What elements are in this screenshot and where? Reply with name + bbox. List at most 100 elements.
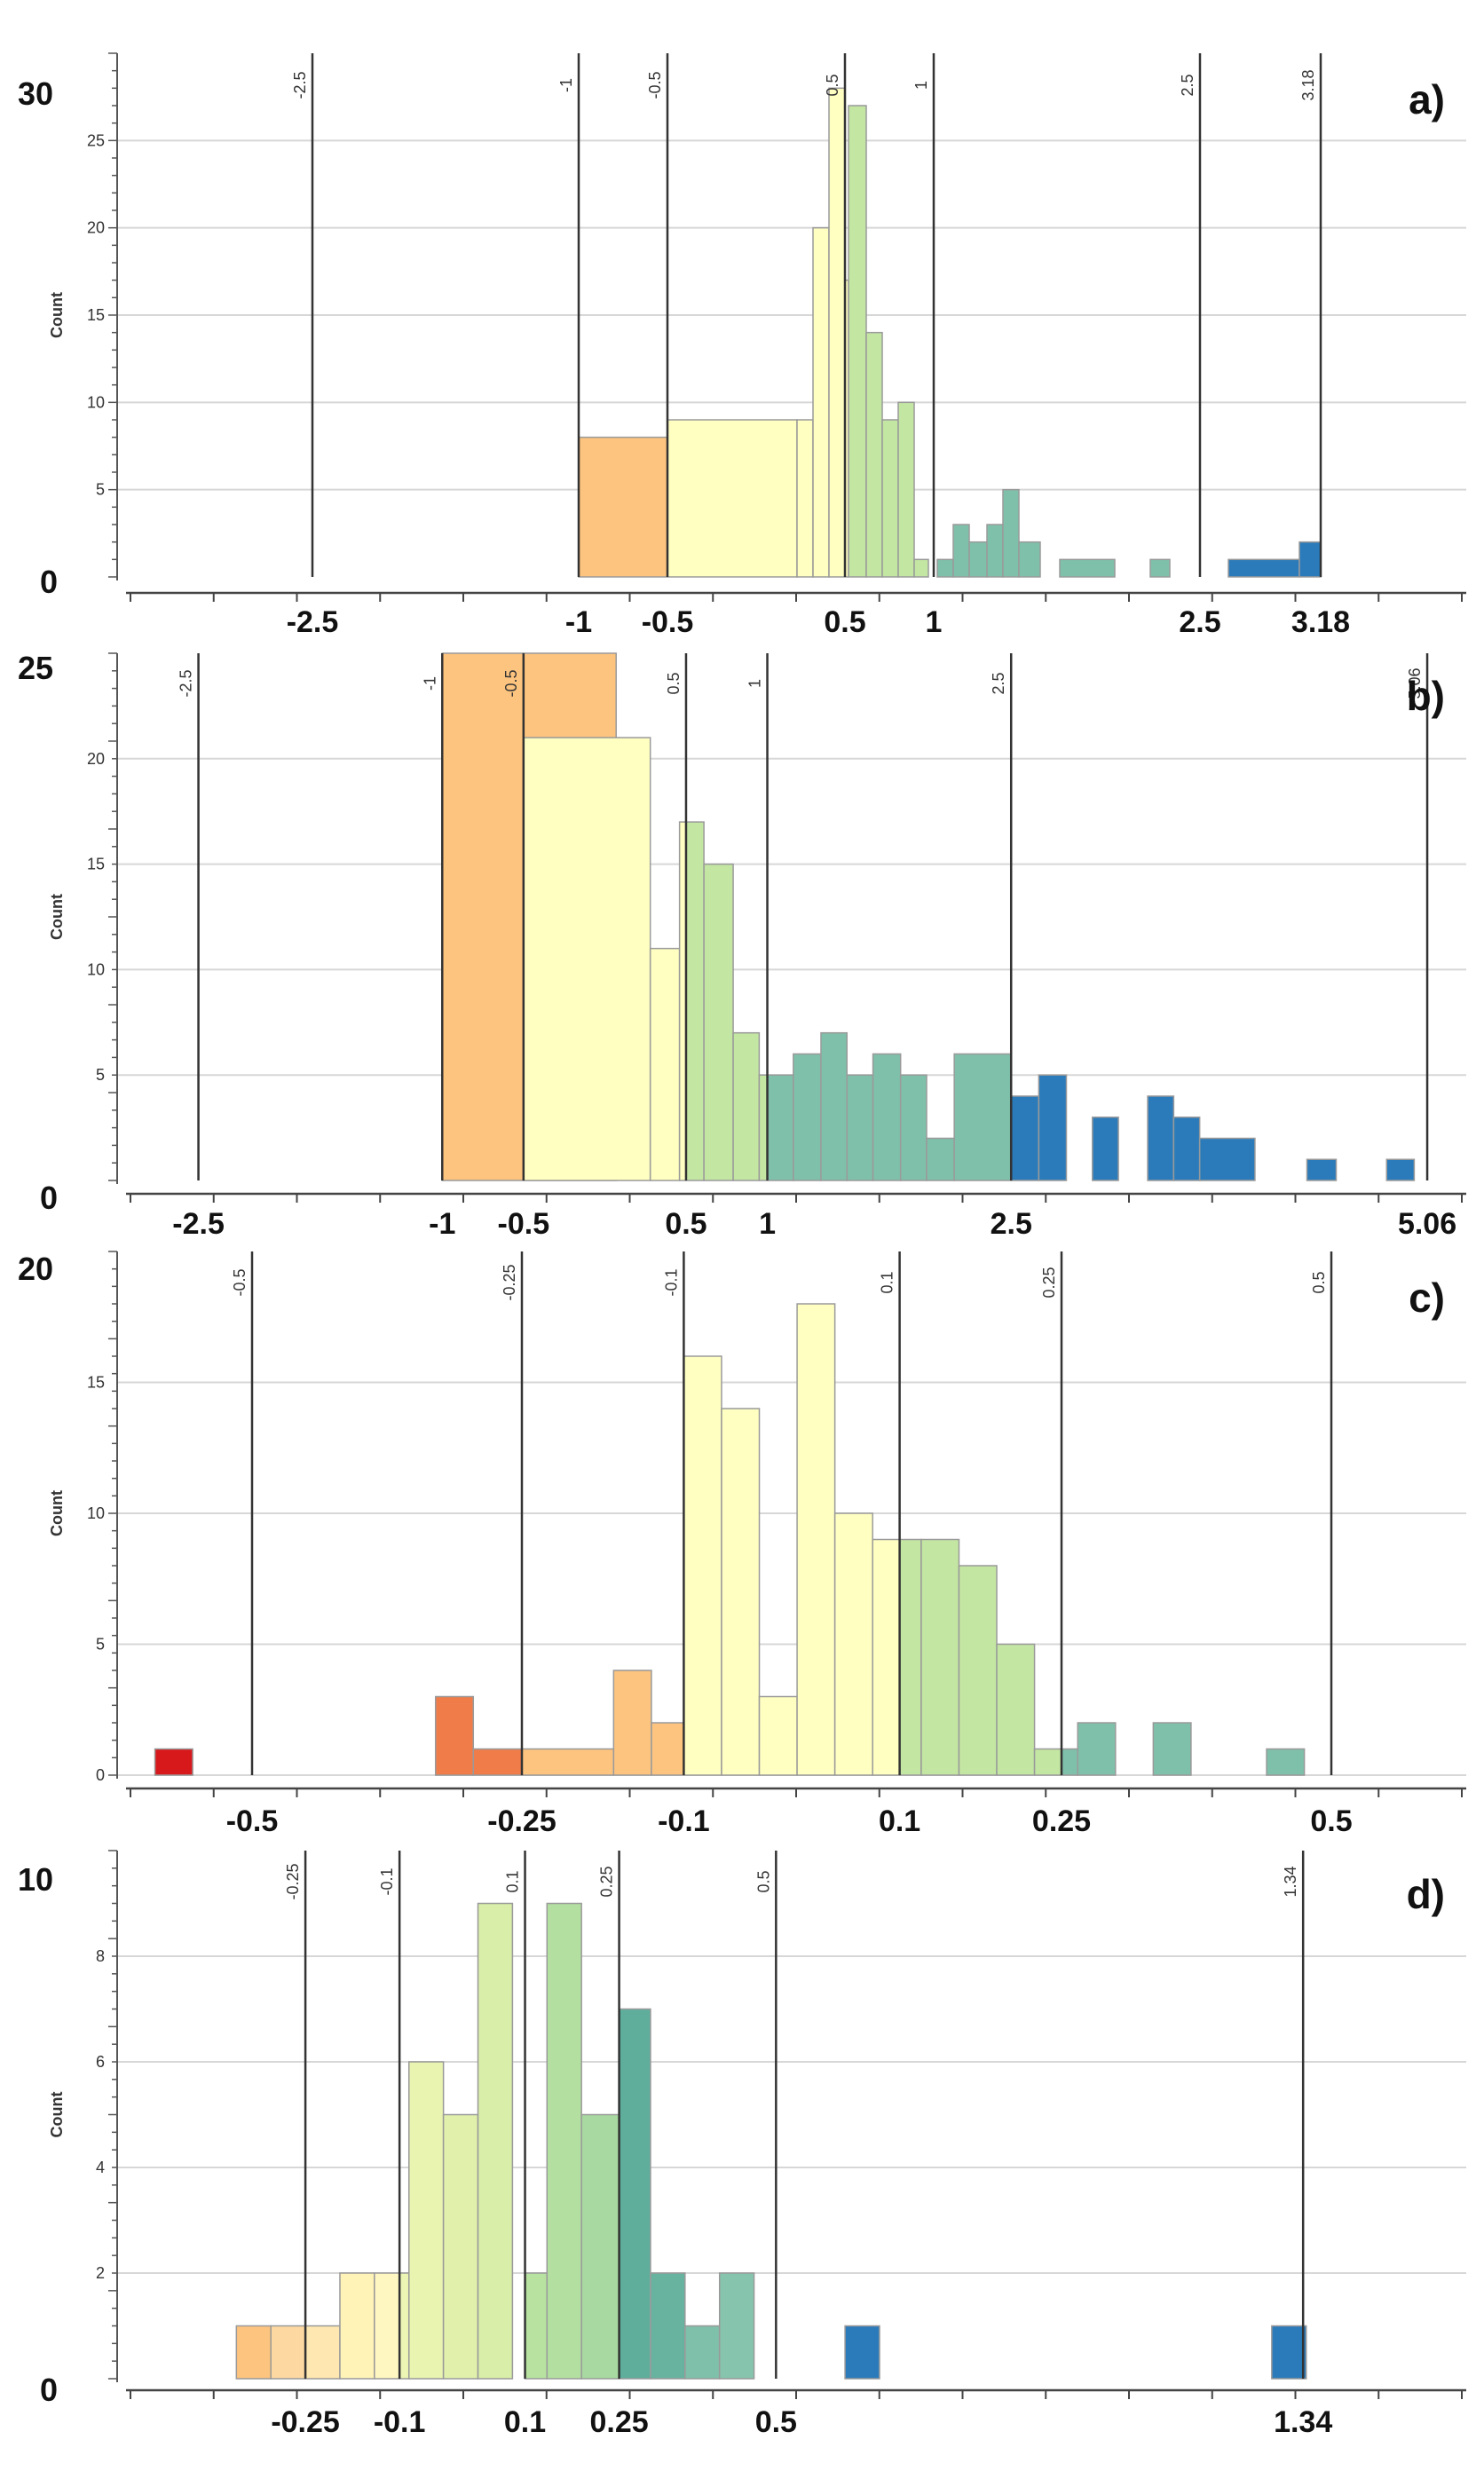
histogram-bar	[958, 1565, 998, 1776]
histogram-bar	[718, 2272, 755, 2380]
class-break-label: 2.5	[1179, 74, 1196, 96]
class-break-label: -2.5	[291, 71, 309, 99]
histogram-bar	[1227, 558, 1300, 578]
histogram-bar	[844, 2325, 880, 2380]
x-tick-label: 5.06	[1398, 1207, 1456, 1241]
histogram-bar	[1385, 1158, 1416, 1181]
histogram-bar	[936, 558, 954, 578]
histogram-bar	[154, 1748, 193, 1776]
histogram-bar	[913, 558, 929, 578]
x-tick-label: 1	[759, 1207, 776, 1241]
histogram-bar	[1002, 488, 1020, 578]
histogram-bar	[684, 2325, 721, 2380]
class-break-label: -0.1	[378, 1867, 396, 1895]
histogram-bar	[898, 1538, 922, 1776]
class-break-label: -0.5	[231, 1268, 249, 1296]
histogram-panel-b: 5 10 15 20 Count 25 0 -2.5 -1 -0.5 0.5 1 2.5 5.06 -2.5…	[18, 650, 1466, 1241]
y-axis-title: Count	[48, 1490, 66, 1536]
histogram-bar	[1092, 1116, 1119, 1181]
histogram-bar	[1298, 541, 1322, 578]
histogram-bar	[953, 1053, 1012, 1181]
histogram-bar	[235, 2325, 272, 2380]
histogram-bar	[441, 652, 525, 1181]
histogram-bar	[1038, 1074, 1068, 1181]
class-break-label: 0.5	[754, 1870, 772, 1892]
x-tick-label: -1	[565, 605, 592, 639]
histogram-bar	[848, 105, 867, 578]
histogram-bar	[812, 226, 830, 578]
x-tick-label: -0.5	[642, 605, 694, 639]
y-axis-title: Count	[48, 2092, 66, 2138]
class-break-label: 2.5	[990, 672, 1007, 694]
class-break-label: -1	[557, 78, 575, 92]
histogram-bar	[477, 1902, 514, 2380]
histogram-bar	[650, 2272, 686, 2380]
class-break-label: 0.5	[824, 74, 841, 96]
x-tick-label: -2.5	[172, 1207, 225, 1241]
histogram-bar	[434, 1695, 475, 1776]
histogram-bar	[521, 1748, 615, 1776]
histogram-bar	[1306, 1158, 1338, 1181]
histogram-bar	[1059, 558, 1116, 578]
histogram-bar	[865, 331, 883, 578]
class-break-label: 0.25	[1040, 1267, 1058, 1298]
histogram-bar	[580, 2113, 620, 2380]
histogram-bar	[833, 1512, 873, 1776]
y-max-label: 20	[18, 1251, 53, 1287]
histogram-bar	[796, 419, 814, 578]
y-axis-title: Count	[48, 292, 66, 338]
histogram-bar	[758, 1074, 769, 1181]
class-break-label: -0.25	[501, 1264, 518, 1300]
histogram-bar	[846, 1074, 874, 1181]
class-break-label: 0.25	[598, 1866, 616, 1897]
y-tick-label: 15	[87, 1374, 105, 1392]
histogram-bar	[618, 2008, 651, 2380]
histogram-bar	[399, 2272, 410, 2380]
y-tick-label: 5	[96, 1636, 105, 1654]
class-break-label: 0.1	[879, 1271, 896, 1293]
histogram-bar	[339, 2272, 375, 2380]
histogram-bar	[649, 947, 681, 1181]
histogram-bar	[872, 1053, 902, 1181]
x-tick-label: -0.1	[374, 2405, 426, 2439]
class-break-label: -2.5	[178, 669, 195, 697]
x-tick-label: 0.25	[1032, 1804, 1091, 1838]
y-tick-label: 15	[87, 856, 105, 873]
class-break-label: 1	[746, 679, 764, 688]
histogram-bar	[442, 2113, 479, 2380]
panel-label: d)	[1407, 1871, 1445, 1917]
class-break-label: -1	[421, 676, 438, 691]
class-break-label: 5.06	[1406, 667, 1424, 699]
histogram-bar	[667, 419, 798, 578]
x-tick-label: -0.25	[487, 1804, 556, 1838]
histogram-bar	[270, 2325, 306, 2380]
histogram-bar	[546, 1902, 582, 2380]
y-max-label: 25	[18, 650, 53, 686]
x-tick-label: 2.5	[1179, 605, 1220, 639]
y-tick-label: 25	[87, 131, 105, 149]
histogram-bar	[578, 436, 668, 578]
x-tick-label: 0.5	[824, 605, 865, 639]
y-zero-label: 0	[40, 2372, 58, 2408]
x-tick-label: -0.1	[658, 1804, 710, 1838]
y-max-label: 30	[18, 75, 53, 112]
y-tick-label: 5	[96, 1066, 105, 1084]
y-tick-label: 10	[87, 960, 105, 978]
histogram-bar	[926, 1137, 955, 1181]
histogram-bar	[732, 1031, 761, 1181]
histogram-bar	[1271, 2325, 1307, 2380]
histogram-bar	[897, 401, 915, 578]
panel-label: c)	[1409, 1275, 1445, 1321]
class-break-label: 0.5	[1310, 1271, 1328, 1293]
histogram-bar	[766, 1074, 794, 1181]
y-tick-label: 8	[96, 1947, 105, 1965]
histogram-bar	[1077, 1722, 1117, 1776]
histogram-bar	[796, 1303, 836, 1776]
x-tick-label: -0.5	[498, 1207, 550, 1241]
x-tick-label: 1.34	[1274, 2405, 1332, 2439]
y-tick-label: 0	[96, 1766, 105, 1784]
histogram-bar	[1010, 1095, 1040, 1181]
histogram-panel-d: 2 4 6 8 Count 10 0 -0.25 -0.1 0.1 0.25 0.5 1.34 -0.25…	[18, 1850, 1466, 2439]
histogram-bar	[651, 1722, 685, 1776]
y-tick-label: 10	[87, 393, 105, 411]
